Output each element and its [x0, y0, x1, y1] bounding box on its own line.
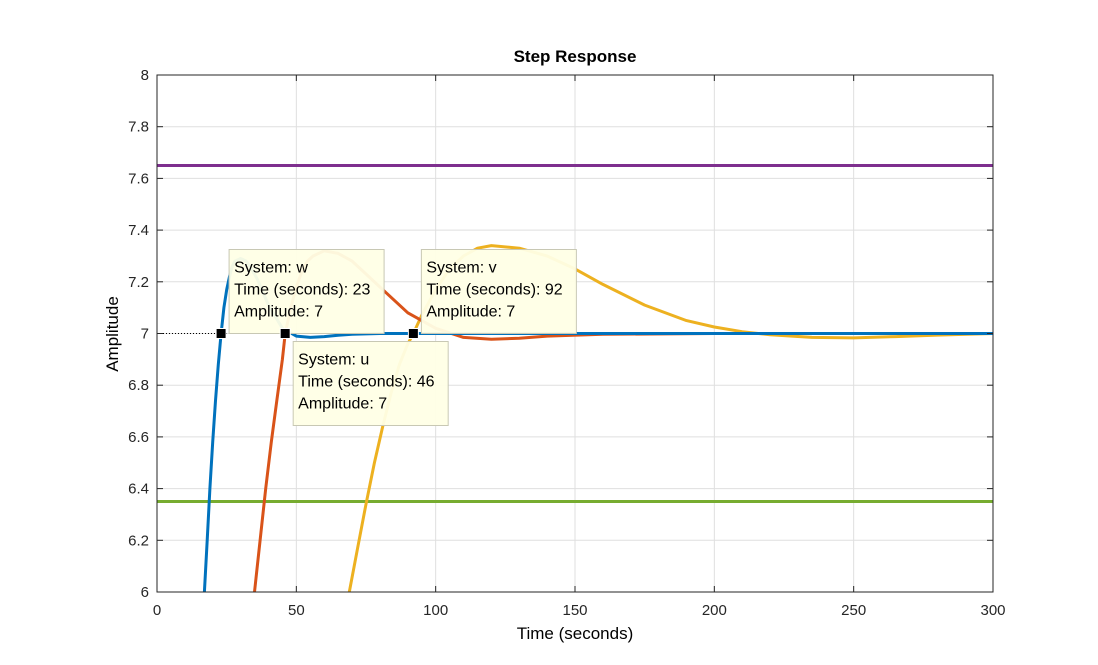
y-tick-label: 7 — [141, 326, 149, 343]
y-tick-label: 7.8 — [128, 119, 149, 136]
x-tick-label: 150 — [562, 602, 587, 619]
datatip-v[interactable]: System: v Time (seconds): 92 Amplitude: 7 — [407, 249, 577, 339]
datatip-marker[interactable] — [279, 328, 291, 339]
y-tick-label: 6.8 — [128, 377, 149, 394]
y-axis-label: Amplitude — [103, 296, 122, 372]
x-tick-label: 100 — [423, 602, 448, 619]
datatip-w[interactable]: System: w Time (seconds): 23 Amplitude: 7 — [215, 249, 385, 339]
chart-title: Step Response — [514, 47, 637, 66]
datatip-line: Time (seconds): 46 — [298, 374, 434, 391]
datatip-line: Time (seconds): 92 — [426, 282, 562, 299]
y-tick-label: 7.2 — [128, 274, 149, 291]
datatip-line: Amplitude: 7 — [234, 304, 323, 321]
datatip-marker[interactable] — [215, 328, 227, 339]
x-tick-label: 0 — [153, 602, 161, 619]
y-tick-label: 6.2 — [128, 532, 149, 549]
tick-labels: 0 50 100 150 200 250 300 6 6.2 6.4 6.6 6.8 7 7.2 7.4 7.… — [128, 67, 1005, 619]
datatip-line: Amplitude: 7 — [298, 396, 387, 413]
x-tick-label: 200 — [702, 602, 727, 619]
datatip-line: System: v — [426, 260, 496, 277]
datatip-box — [420, 249, 577, 334]
x-axis-label: Time (seconds) — [517, 624, 634, 643]
y-tick-label: 6.4 — [128, 481, 149, 498]
y-tick-label: 7.4 — [128, 222, 149, 239]
datatip-box — [228, 249, 385, 334]
datatip-line: Amplitude: 7 — [426, 304, 515, 321]
y-tick-label: 8 — [141, 67, 149, 84]
tick-marks — [156, 74, 994, 593]
y-tick-label: 6.6 — [128, 429, 149, 446]
x-tick-label: 50 — [288, 602, 305, 619]
datatip-u[interactable]: System: u Time (seconds): 46 Amplitude: 7 — [279, 328, 449, 426]
datatip-line: Time (seconds): 23 — [234, 282, 370, 299]
datatip-line: System: u — [298, 352, 369, 369]
y-tick-label: 7.6 — [128, 170, 149, 187]
datatip-box — [292, 341, 449, 426]
datatip-line: System: w — [234, 260, 308, 277]
datatip-marker[interactable] — [407, 328, 419, 339]
y-tick-label: 6 — [141, 584, 149, 601]
x-tick-label: 300 — [980, 602, 1005, 619]
x-tick-label: 250 — [841, 602, 866, 619]
